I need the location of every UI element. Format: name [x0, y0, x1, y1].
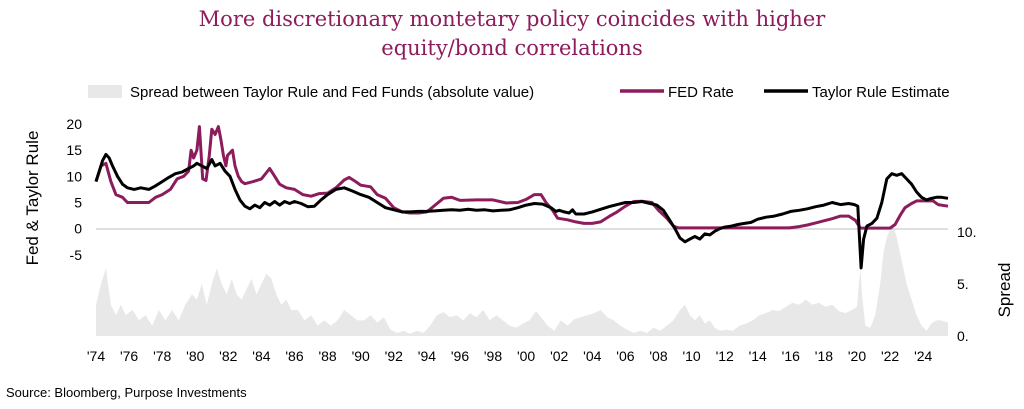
x-tick-label: '82: [219, 348, 237, 364]
x-tick-label: '74: [87, 348, 105, 364]
legend: Spread between Taylor Rule and Fed Funds…: [88, 84, 950, 101]
x-tick-label: '06: [616, 348, 634, 364]
x-tick-label: '02: [550, 348, 568, 364]
left-tick-label: -5: [70, 247, 83, 263]
chart-title-line-2: equity/bond correlations: [381, 36, 642, 60]
x-tick-label: '22: [881, 348, 899, 364]
x-tick-label: '24: [914, 348, 932, 364]
x-tick-label: '96: [451, 348, 469, 364]
x-tick-label: '04: [583, 348, 601, 364]
spread-area: [96, 226, 948, 336]
x-tick-label: '88: [318, 348, 336, 364]
chart-title-line-1: More discretionary montetary policy coin…: [199, 7, 827, 31]
x-tick-label: '80: [186, 348, 204, 364]
legend-spread-swatch: [88, 85, 122, 98]
x-tick-label: '76: [120, 348, 138, 364]
right-axis-ticks: 10. 5. 0.: [957, 224, 976, 344]
left-tick-label: 5: [74, 195, 82, 211]
source-note: Source: Bloomberg, Purpose Investments: [6, 385, 247, 400]
x-tick-label: '86: [285, 348, 303, 364]
x-tick-label: '14: [749, 348, 767, 364]
x-tick-label: '00: [517, 348, 535, 364]
x-axis-ticks: '74 '76 '78 '80 '82 '84 '86 '88 '90 '92 '94 '96 '98 '…: [87, 348, 933, 364]
x-tick-label: '92: [385, 348, 403, 364]
x-tick-label: '12: [716, 348, 734, 364]
left-tick-label: 10: [66, 168, 82, 184]
right-tick-label: 0.: [957, 328, 969, 344]
left-tick-label: 20: [66, 116, 82, 132]
spread-area-layer: [96, 226, 948, 336]
left-tick-label: 0: [74, 221, 82, 237]
left-tick-label: 15: [66, 142, 82, 158]
series-layer: [94, 125, 949, 270]
left-axis-ticks: 20 15 10 5 0 -5: [66, 116, 82, 263]
right-axis-title: Spread: [995, 263, 1014, 318]
x-tick-label: '10: [682, 348, 700, 364]
left-axis-title: Fed & Taylor Rule: [23, 131, 42, 266]
x-tick-label: '78: [153, 348, 171, 364]
x-tick-label: '94: [418, 348, 436, 364]
taylor-rule-line: [94, 152, 949, 270]
x-tick-label: '18: [815, 348, 833, 364]
x-tick-label: '84: [252, 348, 270, 364]
fed-rate-line: [94, 125, 949, 230]
x-tick-label: '20: [848, 348, 866, 364]
legend-spread-label: Spread between Taylor Rule and Fed Funds…: [130, 84, 534, 101]
right-tick-label: 10.: [957, 224, 976, 240]
right-tick-label: 5.: [957, 276, 969, 292]
x-tick-label: '98: [484, 348, 502, 364]
legend-fed-label: FED Rate: [668, 84, 734, 101]
legend-taylor-label: Taylor Rule Estimate: [812, 84, 950, 101]
x-tick-label: '90: [352, 348, 370, 364]
x-tick-label: '16: [782, 348, 800, 364]
x-tick-label: '08: [649, 348, 667, 364]
